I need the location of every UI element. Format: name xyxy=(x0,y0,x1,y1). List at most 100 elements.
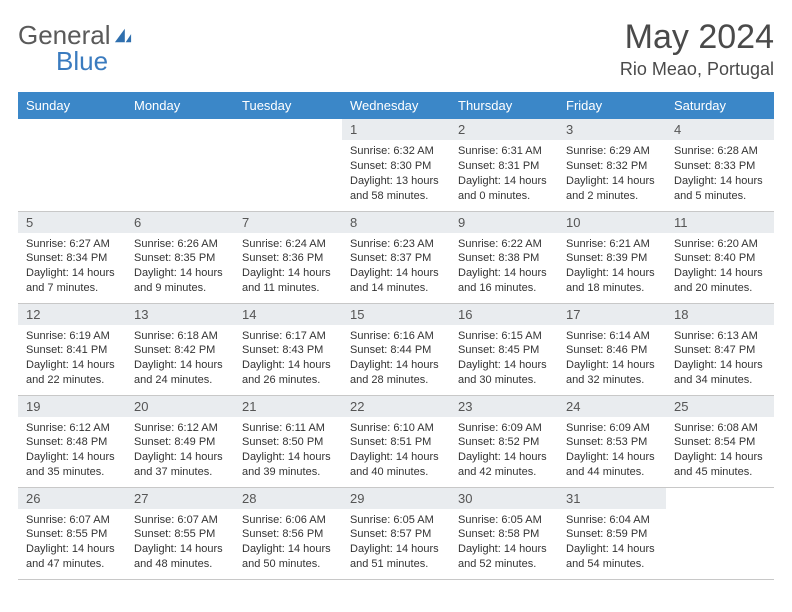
sunset-text: Sunset: 8:31 PM xyxy=(458,159,550,174)
day-info: Sunrise: 6:29 AMSunset: 8:32 PMDaylight:… xyxy=(558,140,666,209)
day-number: 10 xyxy=(558,212,666,233)
day-info: Sunrise: 6:14 AMSunset: 8:46 PMDaylight:… xyxy=(558,325,666,394)
day-info: Sunrise: 6:15 AMSunset: 8:45 PMDaylight:… xyxy=(450,325,558,394)
calendar-day-cell: 28Sunrise: 6:06 AMSunset: 8:56 PMDayligh… xyxy=(234,487,342,579)
daylight-text: Daylight: 14 hours and 37 minutes. xyxy=(134,450,226,480)
day-number: 25 xyxy=(666,396,774,417)
sunset-text: Sunset: 8:53 PM xyxy=(566,435,658,450)
day-info: Sunrise: 6:18 AMSunset: 8:42 PMDaylight:… xyxy=(126,325,234,394)
sunset-text: Sunset: 8:46 PM xyxy=(566,343,658,358)
sunrise-text: Sunrise: 6:26 AM xyxy=(134,237,226,252)
sunset-text: Sunset: 8:57 PM xyxy=(350,527,442,542)
day-number: 12 xyxy=(18,304,126,325)
sail-icon xyxy=(113,26,133,48)
sunrise-text: Sunrise: 6:08 AM xyxy=(674,421,766,436)
calendar-table: Sunday Monday Tuesday Wednesday Thursday… xyxy=(18,92,774,580)
daylight-text: Daylight: 14 hours and 7 minutes. xyxy=(26,266,118,296)
daylight-text: Daylight: 14 hours and 50 minutes. xyxy=(242,542,334,572)
sunrise-text: Sunrise: 6:06 AM xyxy=(242,513,334,528)
sunrise-text: Sunrise: 6:21 AM xyxy=(566,237,658,252)
day-info: Sunrise: 6:07 AMSunset: 8:55 PMDaylight:… xyxy=(18,509,126,578)
sunset-text: Sunset: 8:32 PM xyxy=(566,159,658,174)
calendar-day-cell: 2Sunrise: 6:31 AMSunset: 8:31 PMDaylight… xyxy=(450,119,558,211)
day-info: Sunrise: 6:09 AMSunset: 8:53 PMDaylight:… xyxy=(558,417,666,486)
day-number: 17 xyxy=(558,304,666,325)
sunrise-text: Sunrise: 6:12 AM xyxy=(134,421,226,436)
daylight-text: Daylight: 14 hours and 52 minutes. xyxy=(458,542,550,572)
daylight-text: Daylight: 14 hours and 24 minutes. xyxy=(134,358,226,388)
calendar-day-cell: 3Sunrise: 6:29 AMSunset: 8:32 PMDaylight… xyxy=(558,119,666,211)
sunset-text: Sunset: 8:58 PM xyxy=(458,527,550,542)
day-number: 24 xyxy=(558,396,666,417)
sunrise-text: Sunrise: 6:31 AM xyxy=(458,144,550,159)
sunset-text: Sunset: 8:51 PM xyxy=(350,435,442,450)
day-number: 4 xyxy=(666,119,774,140)
day-number: 16 xyxy=(450,304,558,325)
daylight-text: Daylight: 14 hours and 16 minutes. xyxy=(458,266,550,296)
daylight-text: Daylight: 14 hours and 51 minutes. xyxy=(350,542,442,572)
daylight-text: Daylight: 14 hours and 40 minutes. xyxy=(350,450,442,480)
calendar-header-row: Sunday Monday Tuesday Wednesday Thursday… xyxy=(18,92,774,119)
day-number: 26 xyxy=(18,488,126,509)
daylight-text: Daylight: 14 hours and 28 minutes. xyxy=(350,358,442,388)
sunrise-text: Sunrise: 6:11 AM xyxy=(242,421,334,436)
day-info: Sunrise: 6:21 AMSunset: 8:39 PMDaylight:… xyxy=(558,233,666,302)
day-number: 14 xyxy=(234,304,342,325)
sunrise-text: Sunrise: 6:17 AM xyxy=(242,329,334,344)
sunrise-text: Sunrise: 6:13 AM xyxy=(674,329,766,344)
daylight-text: Daylight: 14 hours and 26 minutes. xyxy=(242,358,334,388)
weekday-header: Thursday xyxy=(450,92,558,119)
weekday-header: Friday xyxy=(558,92,666,119)
daylight-text: Daylight: 14 hours and 20 minutes. xyxy=(674,266,766,296)
day-number: 31 xyxy=(558,488,666,509)
daylight-text: Daylight: 14 hours and 30 minutes. xyxy=(458,358,550,388)
day-number: 29 xyxy=(342,488,450,509)
calendar-body: 1Sunrise: 6:32 AMSunset: 8:30 PMDaylight… xyxy=(18,119,774,579)
day-number: 2 xyxy=(450,119,558,140)
calendar-page: GeneralBlue May 2024 Rio Meao, Portugal … xyxy=(0,0,792,590)
sunset-text: Sunset: 8:50 PM xyxy=(242,435,334,450)
sunset-text: Sunset: 8:38 PM xyxy=(458,251,550,266)
calendar-day-cell: 14Sunrise: 6:17 AMSunset: 8:43 PMDayligh… xyxy=(234,303,342,395)
calendar-week-row: 12Sunrise: 6:19 AMSunset: 8:41 PMDayligh… xyxy=(18,303,774,395)
daylight-text: Daylight: 14 hours and 32 minutes. xyxy=(566,358,658,388)
daylight-text: Daylight: 14 hours and 2 minutes. xyxy=(566,174,658,204)
sunset-text: Sunset: 8:55 PM xyxy=(134,527,226,542)
calendar-day-cell: 11Sunrise: 6:20 AMSunset: 8:40 PMDayligh… xyxy=(666,211,774,303)
sunrise-text: Sunrise: 6:20 AM xyxy=(674,237,766,252)
calendar-day-cell xyxy=(18,119,126,211)
daylight-text: Daylight: 14 hours and 14 minutes. xyxy=(350,266,442,296)
day-info: Sunrise: 6:24 AMSunset: 8:36 PMDaylight:… xyxy=(234,233,342,302)
calendar-day-cell xyxy=(234,119,342,211)
sunset-text: Sunset: 8:52 PM xyxy=(458,435,550,450)
sunset-text: Sunset: 8:49 PM xyxy=(134,435,226,450)
day-number: 30 xyxy=(450,488,558,509)
daylight-text: Daylight: 14 hours and 39 minutes. xyxy=(242,450,334,480)
daylight-text: Daylight: 14 hours and 45 minutes. xyxy=(674,450,766,480)
day-number: 19 xyxy=(18,396,126,417)
day-info: Sunrise: 6:17 AMSunset: 8:43 PMDaylight:… xyxy=(234,325,342,394)
sunset-text: Sunset: 8:59 PM xyxy=(566,527,658,542)
daylight-text: Daylight: 14 hours and 34 minutes. xyxy=(674,358,766,388)
day-info: Sunrise: 6:05 AMSunset: 8:57 PMDaylight:… xyxy=(342,509,450,578)
sunset-text: Sunset: 8:39 PM xyxy=(566,251,658,266)
sunrise-text: Sunrise: 6:05 AM xyxy=(458,513,550,528)
daylight-text: Daylight: 14 hours and 47 minutes. xyxy=(26,542,118,572)
sunrise-text: Sunrise: 6:22 AM xyxy=(458,237,550,252)
sunrise-text: Sunrise: 6:23 AM xyxy=(350,237,442,252)
daylight-text: Daylight: 14 hours and 42 minutes. xyxy=(458,450,550,480)
sunrise-text: Sunrise: 6:09 AM xyxy=(566,421,658,436)
day-info: Sunrise: 6:09 AMSunset: 8:52 PMDaylight:… xyxy=(450,417,558,486)
sunrise-text: Sunrise: 6:05 AM xyxy=(350,513,442,528)
logo-text-part2: Blue xyxy=(56,46,108,76)
weekday-header: Saturday xyxy=(666,92,774,119)
calendar-day-cell: 17Sunrise: 6:14 AMSunset: 8:46 PMDayligh… xyxy=(558,303,666,395)
day-info: Sunrise: 6:22 AMSunset: 8:38 PMDaylight:… xyxy=(450,233,558,302)
day-info: Sunrise: 6:06 AMSunset: 8:56 PMDaylight:… xyxy=(234,509,342,578)
sunset-text: Sunset: 8:42 PM xyxy=(134,343,226,358)
sunrise-text: Sunrise: 6:19 AM xyxy=(26,329,118,344)
day-number: 20 xyxy=(126,396,234,417)
day-info: Sunrise: 6:16 AMSunset: 8:44 PMDaylight:… xyxy=(342,325,450,394)
calendar-week-row: 26Sunrise: 6:07 AMSunset: 8:55 PMDayligh… xyxy=(18,487,774,579)
day-number xyxy=(126,119,234,125)
